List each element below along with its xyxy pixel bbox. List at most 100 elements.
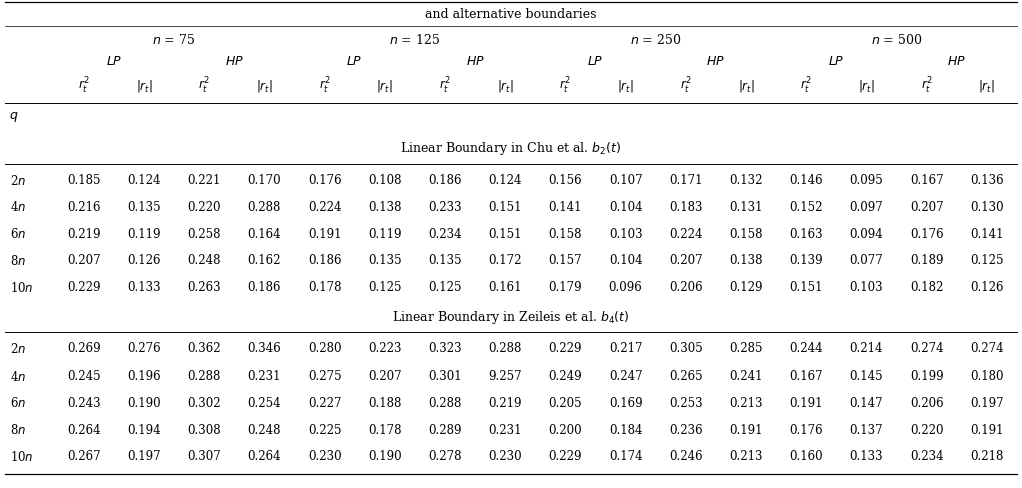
Text: $r_t^2$: $r_t^2$ xyxy=(921,76,933,96)
Text: 0.172: 0.172 xyxy=(489,254,522,267)
Text: 0.178: 0.178 xyxy=(368,424,402,437)
Text: 2$n$: 2$n$ xyxy=(10,342,27,356)
Text: 0.220: 0.220 xyxy=(910,424,943,437)
Text: 0.236: 0.236 xyxy=(669,424,702,437)
Text: 0.199: 0.199 xyxy=(910,370,943,383)
Text: 0.176: 0.176 xyxy=(789,424,823,437)
Text: 0.224: 0.224 xyxy=(669,227,702,241)
Text: 0.249: 0.249 xyxy=(549,370,583,383)
Text: 0.274: 0.274 xyxy=(970,343,1004,355)
Text: 0.126: 0.126 xyxy=(127,254,160,267)
Text: 0.135: 0.135 xyxy=(368,254,402,267)
Text: 0.188: 0.188 xyxy=(368,397,402,410)
Text: 0.077: 0.077 xyxy=(849,254,883,267)
Text: 0.138: 0.138 xyxy=(730,254,762,267)
Text: 0.241: 0.241 xyxy=(730,370,762,383)
Text: 0.129: 0.129 xyxy=(730,281,762,294)
Text: 0.216: 0.216 xyxy=(67,201,100,214)
Text: 0.164: 0.164 xyxy=(247,227,281,241)
Text: $|r_t|$: $|r_t|$ xyxy=(497,78,514,94)
Text: 0.191: 0.191 xyxy=(730,424,762,437)
Text: Linear Boundary in Chu et al. $b_2(t)$: Linear Boundary in Chu et al. $b_2(t)$ xyxy=(401,141,621,158)
Text: 0.245: 0.245 xyxy=(67,370,100,383)
Text: 0.156: 0.156 xyxy=(549,174,583,187)
Text: $r_t^2$: $r_t^2$ xyxy=(800,76,812,96)
Text: 0.223: 0.223 xyxy=(368,343,402,355)
Text: 0.176: 0.176 xyxy=(308,174,341,187)
Text: $|r_t|$: $|r_t|$ xyxy=(376,78,393,94)
Text: 0.103: 0.103 xyxy=(849,281,883,294)
Text: $n$ = 75: $n$ = 75 xyxy=(152,33,195,47)
Text: 0.097: 0.097 xyxy=(849,201,883,214)
Text: 0.161: 0.161 xyxy=(489,281,522,294)
Text: 0.207: 0.207 xyxy=(368,370,402,383)
Text: 0.151: 0.151 xyxy=(489,227,522,241)
Text: 0.288: 0.288 xyxy=(187,370,221,383)
Text: 0.145: 0.145 xyxy=(849,370,883,383)
Text: 0.346: 0.346 xyxy=(247,343,281,355)
Text: 0.190: 0.190 xyxy=(127,397,160,410)
Text: 0.162: 0.162 xyxy=(247,254,281,267)
Text: 0.265: 0.265 xyxy=(669,370,702,383)
Text: 0.196: 0.196 xyxy=(127,370,160,383)
Text: 0.214: 0.214 xyxy=(849,343,883,355)
Text: 4$n$: 4$n$ xyxy=(10,201,27,214)
Text: 0.229: 0.229 xyxy=(67,281,100,294)
Text: 0.231: 0.231 xyxy=(247,370,281,383)
Text: $\mathit{LP}$: $\mathit{LP}$ xyxy=(588,55,604,68)
Text: 0.197: 0.197 xyxy=(127,450,160,463)
Text: 0.285: 0.285 xyxy=(730,343,762,355)
Text: 0.138: 0.138 xyxy=(368,201,402,214)
Text: 0.362: 0.362 xyxy=(187,343,221,355)
Text: 10$n$: 10$n$ xyxy=(10,281,34,295)
Text: 0.275: 0.275 xyxy=(308,370,341,383)
Text: 0.103: 0.103 xyxy=(609,227,643,241)
Text: $n$ = 250: $n$ = 250 xyxy=(630,33,682,47)
Text: 0.126: 0.126 xyxy=(970,281,1004,294)
Text: 0.213: 0.213 xyxy=(730,397,762,410)
Text: $\mathit{LP}$: $\mathit{LP}$ xyxy=(105,55,122,68)
Text: 0.167: 0.167 xyxy=(789,370,823,383)
Text: 0.095: 0.095 xyxy=(849,174,883,187)
Text: 0.230: 0.230 xyxy=(308,450,341,463)
Text: 6$n$: 6$n$ xyxy=(10,227,27,241)
Text: 0.323: 0.323 xyxy=(428,343,462,355)
Text: 0.146: 0.146 xyxy=(789,174,823,187)
Text: 0.186: 0.186 xyxy=(308,254,341,267)
Text: 0.302: 0.302 xyxy=(187,397,221,410)
Text: 0.254: 0.254 xyxy=(247,397,281,410)
Text: 0.178: 0.178 xyxy=(308,281,341,294)
Text: 0.094: 0.094 xyxy=(849,227,883,241)
Text: 0.107: 0.107 xyxy=(609,174,643,187)
Text: 0.136: 0.136 xyxy=(970,174,1004,187)
Text: 0.141: 0.141 xyxy=(970,227,1004,241)
Text: 0.234: 0.234 xyxy=(428,227,462,241)
Text: 0.147: 0.147 xyxy=(849,397,883,410)
Text: 0.096: 0.096 xyxy=(609,281,643,294)
Text: $\mathit{LP}$: $\mathit{LP}$ xyxy=(828,55,844,68)
Text: $r_t^2$: $r_t^2$ xyxy=(680,76,692,96)
Text: 0.180: 0.180 xyxy=(970,370,1004,383)
Text: 0.139: 0.139 xyxy=(789,254,823,267)
Text: 0.125: 0.125 xyxy=(428,281,462,294)
Text: 0.132: 0.132 xyxy=(730,174,762,187)
Text: $\mathit{HP}$: $\mathit{HP}$ xyxy=(706,55,726,68)
Text: 0.230: 0.230 xyxy=(489,450,522,463)
Text: 0.131: 0.131 xyxy=(730,201,762,214)
Text: 6$n$: 6$n$ xyxy=(10,396,27,410)
Text: 0.119: 0.119 xyxy=(368,227,402,241)
Text: 0.190: 0.190 xyxy=(368,450,402,463)
Text: 0.305: 0.305 xyxy=(669,343,703,355)
Text: 9.257: 9.257 xyxy=(489,370,522,383)
Text: 0.246: 0.246 xyxy=(669,450,702,463)
Text: 0.141: 0.141 xyxy=(549,201,583,214)
Text: 0.200: 0.200 xyxy=(549,424,583,437)
Text: $|r_t|$: $|r_t|$ xyxy=(617,78,634,94)
Text: 0.167: 0.167 xyxy=(910,174,943,187)
Text: 0.151: 0.151 xyxy=(789,281,823,294)
Text: $r_t^2$: $r_t^2$ xyxy=(78,76,90,96)
Text: 0.158: 0.158 xyxy=(730,227,762,241)
Text: 0.125: 0.125 xyxy=(368,281,402,294)
Text: 0.289: 0.289 xyxy=(428,424,462,437)
Text: 0.186: 0.186 xyxy=(428,174,462,187)
